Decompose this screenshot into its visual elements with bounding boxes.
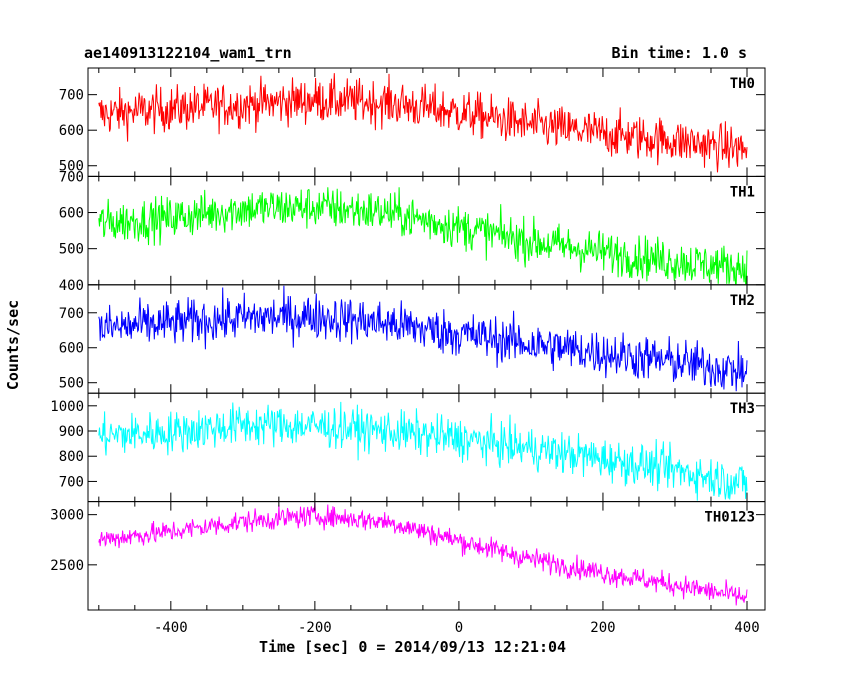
series-line-th2 xyxy=(98,285,748,392)
y-tick-label: 700 xyxy=(59,169,84,185)
y-axis-label: Counts/sec xyxy=(4,299,22,391)
y-tick-label: 1000 xyxy=(50,399,84,415)
panel-frame-th0 xyxy=(87,67,766,177)
y-tick-label: 700 xyxy=(59,306,84,322)
series-line-th3 xyxy=(98,401,748,501)
panel-frame-th0123 xyxy=(87,501,766,611)
panel-label-th0123: TH0123 xyxy=(704,510,755,526)
series-line-th1 xyxy=(98,187,748,285)
y-tick-label: 500 xyxy=(59,242,84,258)
x-tick-label: 0 xyxy=(455,620,463,636)
y-tick-label: 600 xyxy=(59,123,84,139)
y-tick-label: 400 xyxy=(59,278,84,294)
bin-time-label: Bin time: 1.0 s xyxy=(611,44,747,62)
x-axis-label: Time [sec] 0 = 2014/09/13 12:21:04 xyxy=(259,638,567,656)
panel-frame-th2 xyxy=(87,284,766,394)
panel-frame-th1 xyxy=(87,175,766,286)
x-tick-label: 400 xyxy=(734,620,759,636)
observation-title: ae140913122104_wam1_trn xyxy=(84,44,292,62)
panel-label-th3: TH3 xyxy=(730,401,755,417)
y-tick-label: 500 xyxy=(59,159,84,175)
y-tick-label: 700 xyxy=(59,88,84,104)
panel-label-th0: TH0 xyxy=(730,76,755,92)
y-tick-label: 500 xyxy=(59,376,84,392)
series-line-th0123 xyxy=(98,503,748,606)
x-tick-label: 200 xyxy=(590,620,615,636)
panel-label-th1: TH1 xyxy=(730,184,755,200)
x-tick-label: -200 xyxy=(298,620,332,636)
x-tick-label: -400 xyxy=(154,620,188,636)
y-tick-label: 2500 xyxy=(50,558,84,574)
y-tick-label: 900 xyxy=(59,424,84,440)
panel-label-th2: TH2 xyxy=(730,293,755,309)
y-tick-label: 800 xyxy=(59,449,84,465)
y-tick-label: 600 xyxy=(59,341,84,357)
y-tick-label: 700 xyxy=(59,474,84,490)
y-tick-label: 3000 xyxy=(50,508,84,524)
y-tick-label: 600 xyxy=(59,206,84,222)
series-line-th0 xyxy=(98,73,748,173)
